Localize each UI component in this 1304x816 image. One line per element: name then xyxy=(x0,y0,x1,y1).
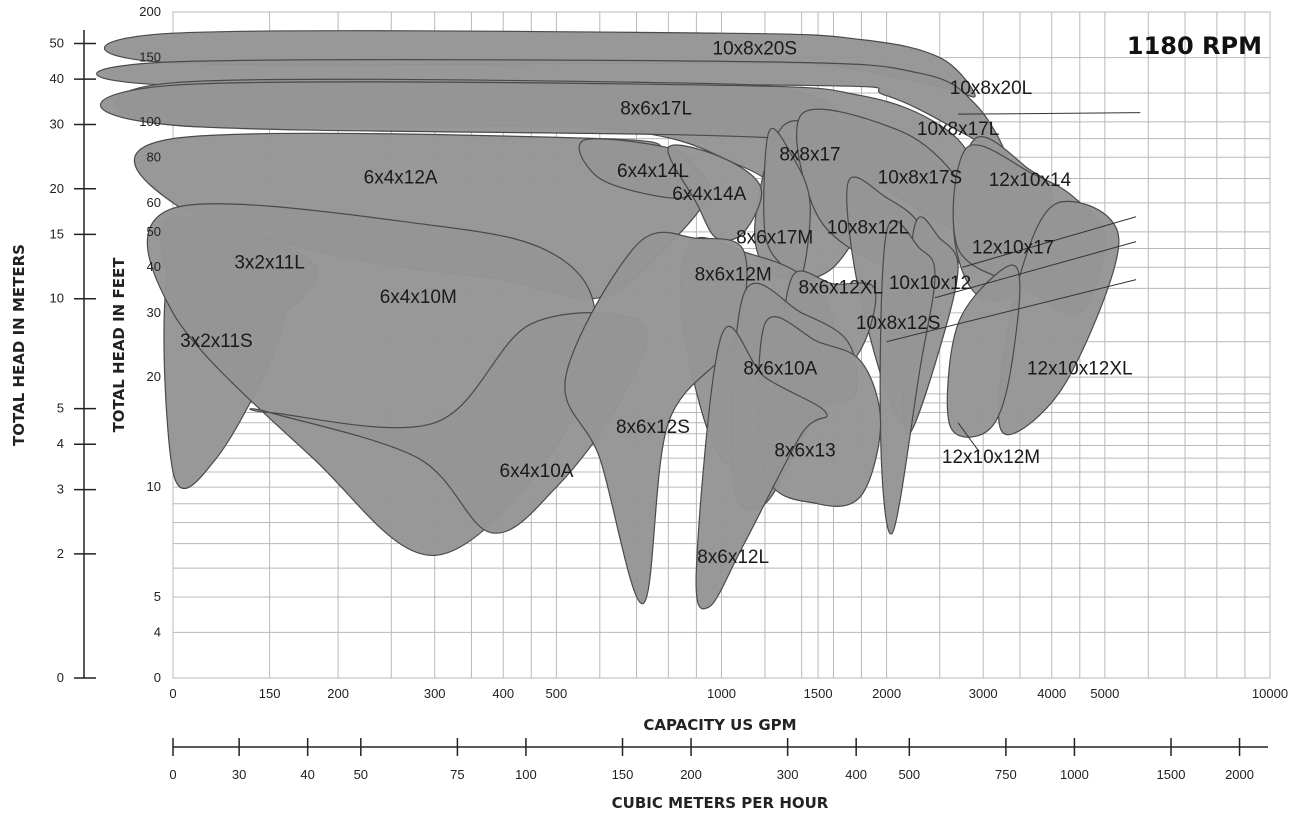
y-tick-label: 0 xyxy=(154,670,161,685)
y2-tick-label: 2 xyxy=(57,546,64,561)
x-tick-label: 200 xyxy=(327,686,349,701)
label-8x6x17m: 8x6x17M xyxy=(736,227,813,248)
x2-tick-label: 2000 xyxy=(1225,767,1254,782)
x-tick-label: 4000 xyxy=(1037,686,1066,701)
curve-12x10x12m xyxy=(946,264,1021,438)
label-12x10x12xl: 12x10x12XL xyxy=(1027,358,1133,379)
x-tick-label: 500 xyxy=(546,686,568,701)
label-10x8x20s: 10x8x20S xyxy=(713,38,798,59)
label-8x6x12l: 8x6x12L xyxy=(697,547,769,568)
x-tick-label: 5000 xyxy=(1090,686,1119,701)
label-12x10x17: 12x10x17 xyxy=(972,238,1054,259)
label-8x6x12m: 8x6x12M xyxy=(695,264,772,285)
x2-tick-label: 200 xyxy=(680,767,702,782)
x-tick-label: 400 xyxy=(492,686,514,701)
x2-tick-label: 30 xyxy=(232,767,246,782)
x-axis-title: CAPACITY US GPM xyxy=(643,716,796,734)
y-tick-label: 150 xyxy=(139,50,161,65)
y-tick-label: 200 xyxy=(139,4,161,19)
callout-line xyxy=(886,279,1137,343)
y-tick-label: 10 xyxy=(147,479,161,494)
label-12x10x12m: 12x10x12M xyxy=(942,447,1040,468)
label-10x8x17l: 10x8x17L xyxy=(917,119,999,140)
label-10x8x12l: 10x8x12L xyxy=(827,218,909,239)
callout-lines xyxy=(886,112,1141,452)
x2-tick-label: 50 xyxy=(354,767,368,782)
y-tick-label: 5 xyxy=(154,589,161,604)
y2-tick-label: 0 xyxy=(57,670,64,685)
curve-6x4x14a xyxy=(667,144,763,242)
callout-line xyxy=(934,241,1137,299)
y-tick-label: 4 xyxy=(154,624,161,639)
x-tick-label: 3000 xyxy=(969,686,998,701)
y2-tick-label: 15 xyxy=(50,226,64,241)
x-tick-label: 1500 xyxy=(804,686,833,701)
callout-line xyxy=(962,216,1137,268)
x2-tick-label: 1000 xyxy=(1060,767,1089,782)
y2-tick-label: 30 xyxy=(50,116,64,131)
y-tick-label: 30 xyxy=(147,305,161,320)
y2-tick-label: 5 xyxy=(57,401,64,416)
label-10x8x12s: 10x8x12S xyxy=(856,313,941,334)
x2-axis-title: CUBIC METERS PER HOUR xyxy=(612,794,829,812)
curve-8x6x12l xyxy=(695,325,828,610)
label-6x4x10m: 6x4x10M xyxy=(380,287,457,308)
x2-tick-label: 300 xyxy=(777,767,799,782)
label-6x4x10a: 6x4x10A xyxy=(500,461,574,482)
label-12x10x14: 12x10x14 xyxy=(989,170,1072,191)
x2-tick-label: 750 xyxy=(995,767,1017,782)
x2-tick-label: 100 xyxy=(515,767,537,782)
label-8x8x17: 8x8x17 xyxy=(779,144,840,165)
x2-tick-label: 40 xyxy=(300,767,314,782)
y-axis-title: TOTAL HEAD IN FEET xyxy=(110,257,128,433)
callout-line xyxy=(958,112,1141,115)
x-tick-label: 300 xyxy=(424,686,446,701)
label-10x8x17s: 10x8x17S xyxy=(878,167,963,188)
y2-tick-label: 50 xyxy=(50,35,64,50)
pump-curves xyxy=(96,30,1120,610)
x-tick-label: 1000 xyxy=(707,686,736,701)
y-tick-label: 50 xyxy=(147,224,161,239)
x2-tick-label: 500 xyxy=(898,767,920,782)
label-8x6x17l: 8x6x17L xyxy=(620,99,692,120)
label-6x4x14l: 6x4x14L xyxy=(617,161,689,182)
label-10x8x20l: 10x8x20L xyxy=(950,78,1032,99)
y-tick-label: 80 xyxy=(147,149,161,164)
label-3x2x11l: 3x2x11L xyxy=(234,252,304,273)
x2-tick-label: 0 xyxy=(169,767,176,782)
x2-tick-label: 1500 xyxy=(1157,767,1186,782)
y2-tick-label: 10 xyxy=(50,291,64,306)
callout-line xyxy=(957,422,980,452)
x2-tick-label: 150 xyxy=(612,767,634,782)
x2-tick-label: 75 xyxy=(450,767,464,782)
y2-tick-label: 40 xyxy=(50,71,64,86)
y2-tick-label: 20 xyxy=(50,181,64,196)
x-tick-label: 2000 xyxy=(872,686,901,701)
y2-axis-title: TOTAL HEAD IN METERS xyxy=(10,244,28,446)
y2-tick-label: 3 xyxy=(57,482,64,497)
x2-tick-label: 400 xyxy=(845,767,867,782)
y-tick-label: 100 xyxy=(139,114,161,129)
x-tick-label: 0 xyxy=(169,686,176,701)
axes: 0 150 200 300 400 500 1000 1500 2000 3000 4000 5000… xyxy=(50,4,1289,782)
label-6x4x12a: 6x4x12A xyxy=(364,167,438,188)
label-8x6x12xl: 8x6x12XL xyxy=(799,277,884,298)
label-8x6x13: 8x6x13 xyxy=(774,441,835,462)
label-8x6x12s: 8x6x12S xyxy=(616,417,690,438)
y-tick-label: 20 xyxy=(147,369,161,384)
y2-tick-label: 4 xyxy=(57,436,64,451)
pump-labels: 10x8x20S 10x8x20L 8x6x17L 10x8x17L 8x8x17 10x… xyxy=(180,38,1132,567)
label-8x6x10a: 8x6x10A xyxy=(743,358,817,379)
x-tick-label: 150 xyxy=(259,686,281,701)
label-10x10x12: 10x10x12 xyxy=(889,273,971,294)
x-tick-label: 10000 xyxy=(1252,686,1288,701)
curve-10x8x12s xyxy=(879,219,936,535)
chart-title: 1180 RPM xyxy=(1127,32,1262,60)
curve-8x6x12s xyxy=(564,231,748,605)
label-6x4x14a: 6x4x14A xyxy=(672,184,746,205)
label-3x2x11s: 3x2x11S xyxy=(180,331,253,352)
y-tick-label: 40 xyxy=(147,259,161,274)
y-tick-label: 60 xyxy=(147,195,161,210)
